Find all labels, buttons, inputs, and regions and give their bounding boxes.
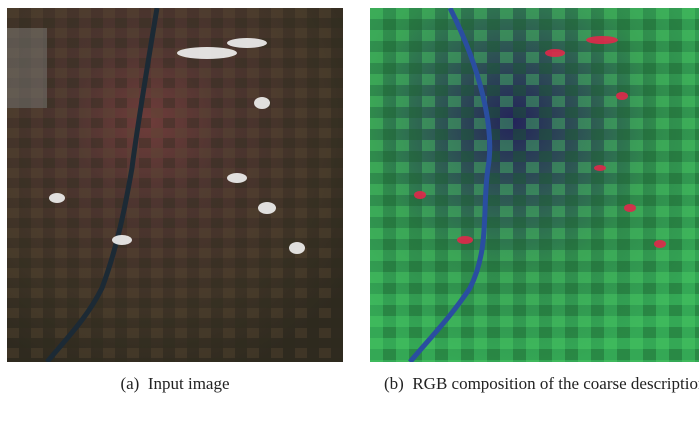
- caption-text: Input image: [148, 374, 230, 393]
- caption-text: RGB composition of the coarse descriptio…: [412, 374, 699, 393]
- panel-label: (b): [384, 374, 404, 393]
- caption: (b) RGB composition of the coarse descri…: [384, 371, 699, 396]
- coarse-description-image: [370, 8, 699, 362]
- panel-label: (a): [120, 374, 139, 393]
- caption: (a) Input image: [7, 371, 343, 396]
- page: {"figure": {"panels": [ {"label": "(a)",…: [0, 0, 699, 421]
- input-image: [7, 8, 343, 362]
